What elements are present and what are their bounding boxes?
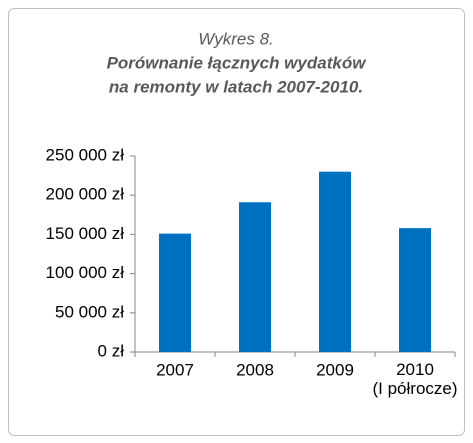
x-tick-label: 2008 [236,360,274,379]
bar [399,228,431,352]
y-tick-label: 250 000 zł [46,145,125,164]
chart-subtitle: na remonty w latach 2007-2010. [109,77,363,96]
y-tick-label: 0 zł [98,341,125,360]
bar [159,233,191,352]
y-tick-label: 100 000 zł [46,263,125,282]
x-tick-label: 2009 [316,360,354,379]
chart-subtitle: Porównanie łącznych wydatków [107,53,368,72]
y-tick-label: 50 000 zł [55,302,124,321]
y-tick-label: 150 000 zł [46,224,125,243]
chart-title: Wykres 8. [198,29,274,48]
y-tick-label: 200 000 zł [46,185,125,204]
x-tick-label: 2007 [156,360,194,379]
bar [239,202,271,352]
x-tick-label: 2010 (I półrocze) [372,360,457,398]
bar [319,171,351,352]
